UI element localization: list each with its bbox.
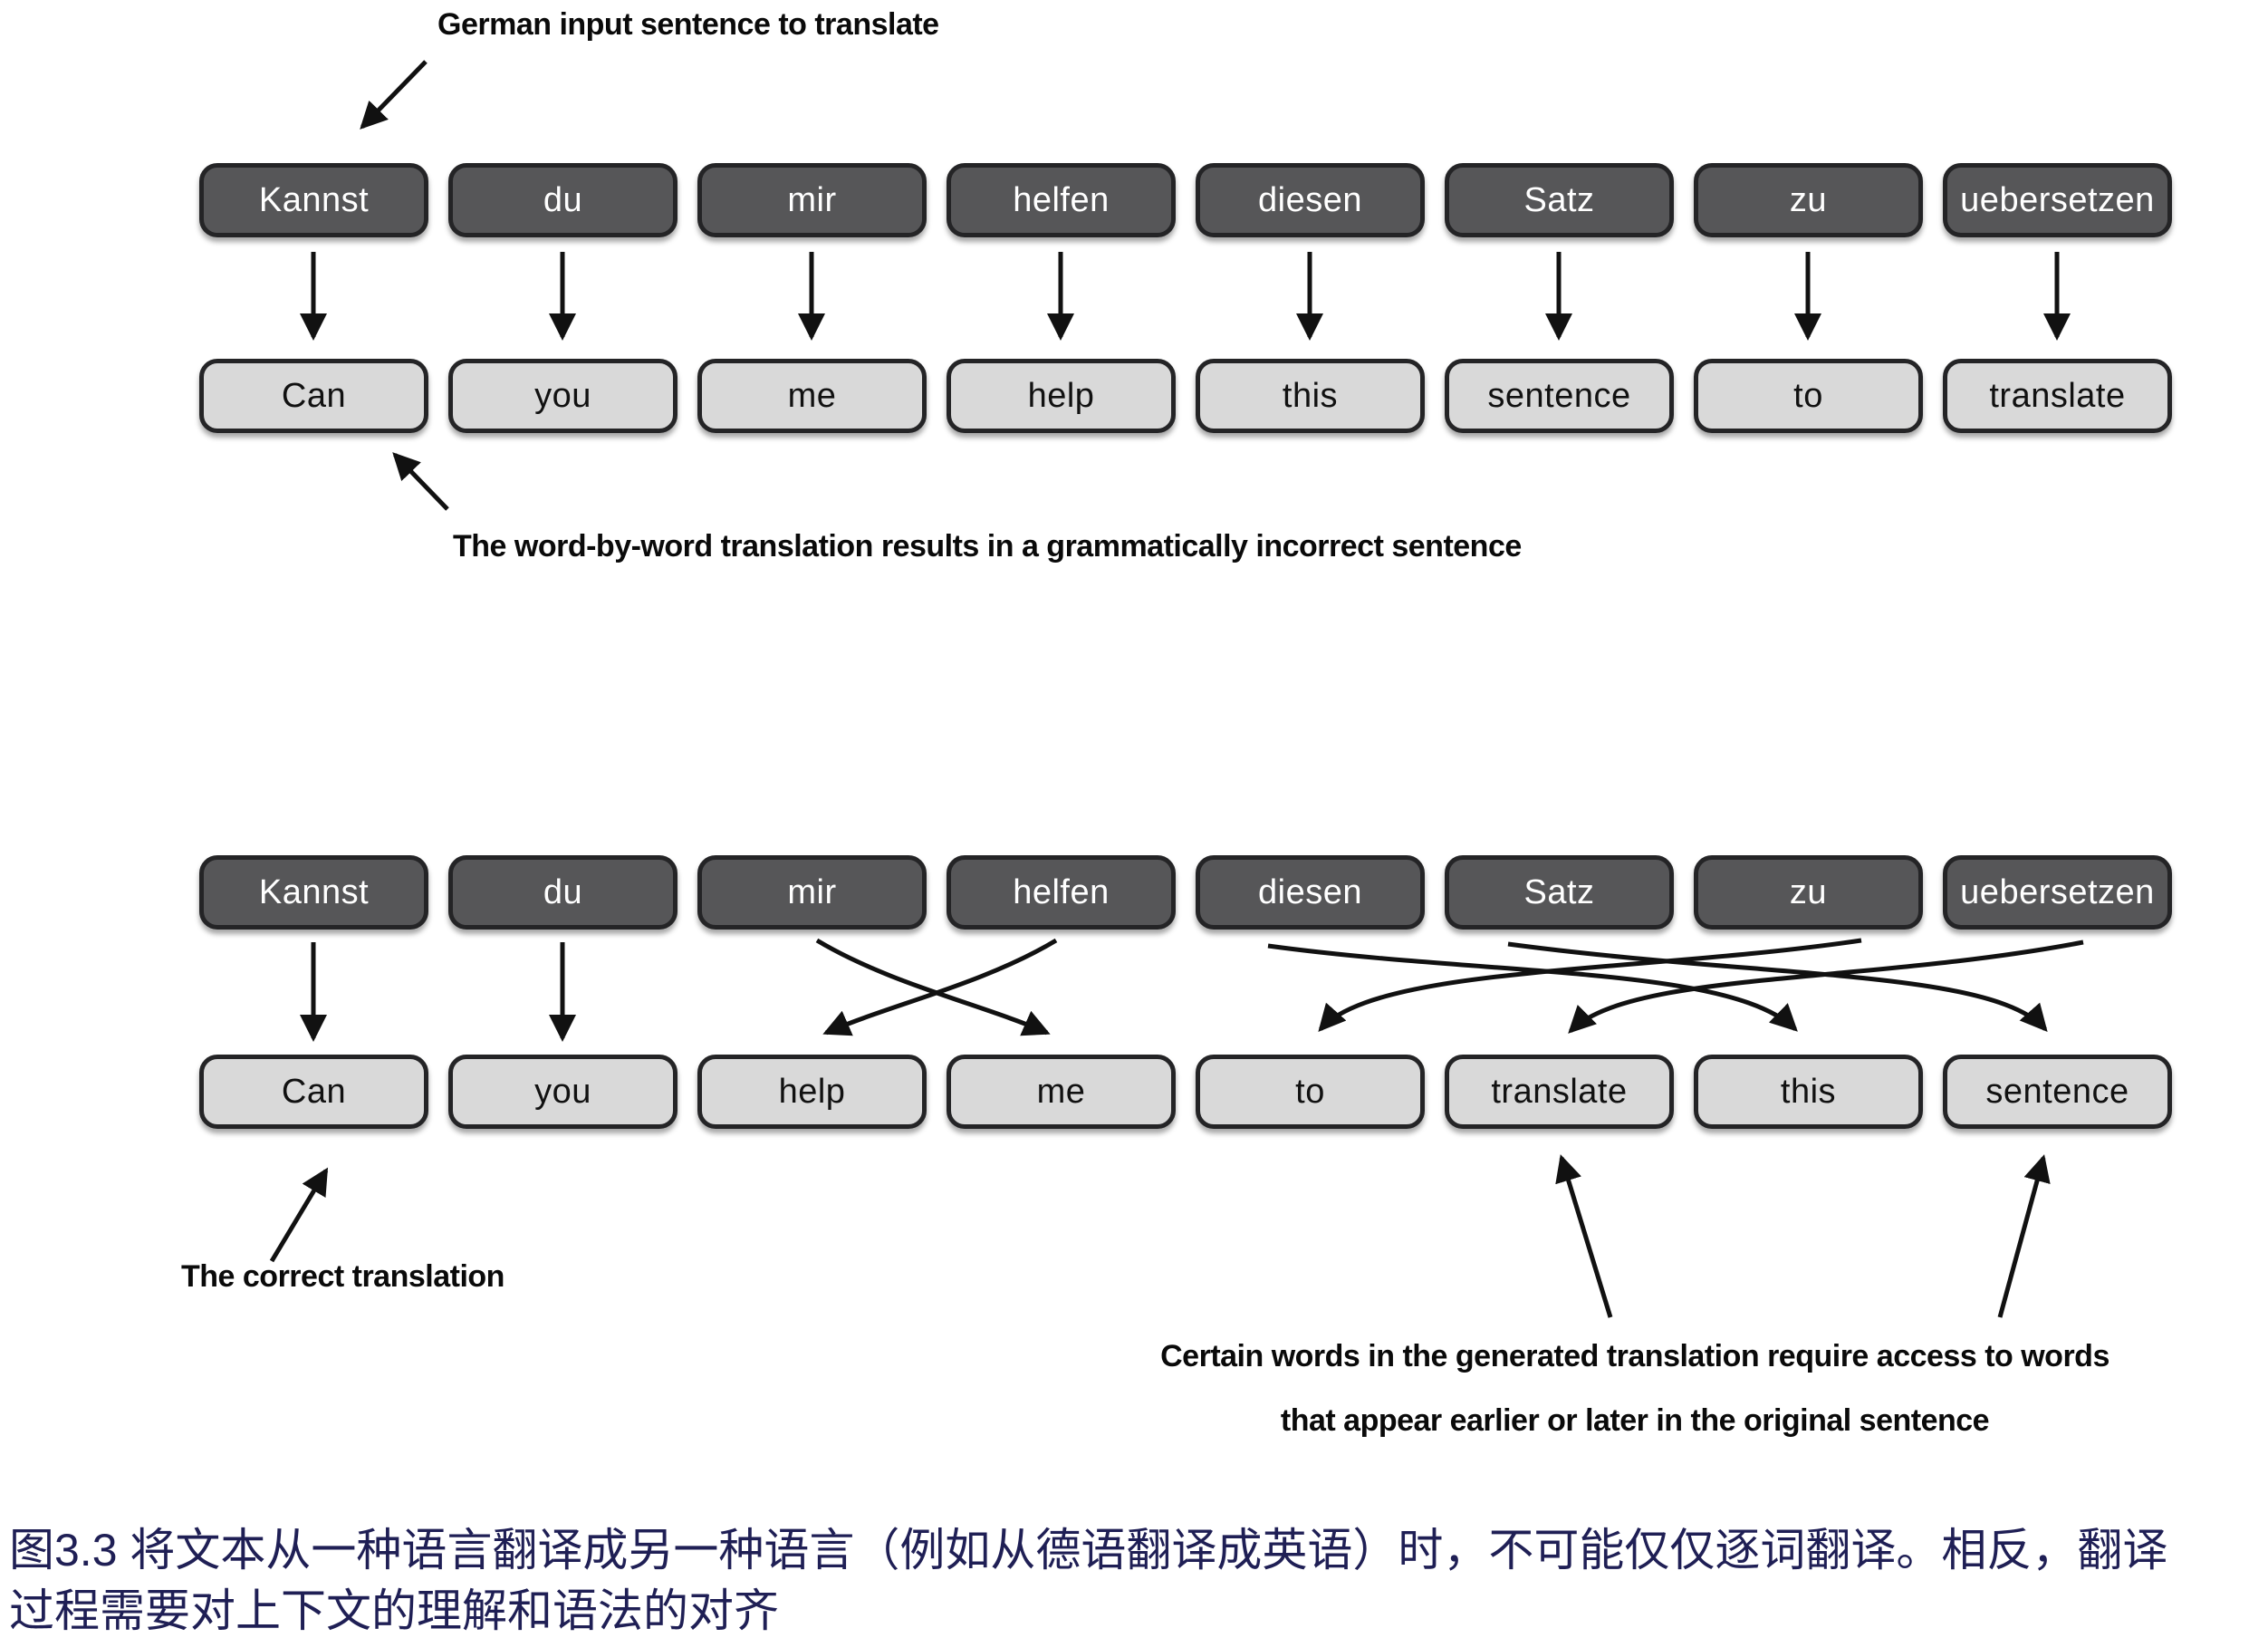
german-word-box: helfen [947, 163, 1176, 237]
german-word-box: mir [697, 855, 927, 930]
arrow-correct-diesen-this [1267, 943, 1798, 1032]
wordbyword-box: this [1196, 359, 1425, 433]
arrow-german-input-pointer [360, 60, 428, 130]
label-german-input: German input sentence to translate [437, 7, 939, 42]
correct-translation-box: translate [1445, 1055, 1674, 1129]
wordbyword-box: you [448, 359, 678, 433]
correct-translation-box: help [697, 1055, 927, 1129]
wordbyword-box: help [947, 359, 1176, 433]
correct-translation-box: sentence [1943, 1055, 2172, 1129]
figure-caption-line1: 图3.3 将文本从一种语言翻译成另一种语言（例如从德语翻译成英语）时，不可能仅仅… [9, 1525, 2168, 1575]
correct-translation-box: to [1196, 1055, 1425, 1129]
label-word-by-word: The word-by-word translation results in … [453, 529, 1522, 564]
label-context-line2: that appear earlier or later in the orig… [1280, 1403, 1990, 1439]
german-word-box: uebersetzen [1943, 163, 2172, 237]
wordbyword-box: translate [1943, 359, 2172, 433]
correct-translation-box: me [947, 1055, 1176, 1129]
german-word-box: Satz [1445, 855, 1674, 930]
label-correct-translation: The correct translation [181, 1259, 505, 1294]
german-word-box: Kannst [199, 855, 428, 930]
figure-caption-line2: 过程需要对上下文的理解和语法的对齐 [9, 1585, 779, 1636]
arrow-correct-zu-to [1318, 938, 1862, 1032]
german-word-box: zu [1694, 163, 1923, 237]
german-word-box: du [448, 163, 678, 237]
german-word-box: diesen [1196, 855, 1425, 930]
figure-caption: 图3.3 将文本从一种语言翻译成另一种语言（例如从德语翻译成英语）时，不可能仅仅… [9, 1520, 2264, 1638]
arrow-context-pointer-translate [1555, 1154, 1613, 1318]
arrow-correct-translation-pointer [269, 1167, 329, 1263]
german-word-box: mir [697, 163, 927, 237]
arrow-correct-satz-sentence [1507, 941, 2048, 1032]
wordbyword-box: Can [199, 359, 428, 433]
label-context-line1: Certain words in the generated translati… [1160, 1339, 2109, 1373]
arrow-correct-uebersetzen-translate [1568, 939, 2084, 1034]
wordbyword-box: me [697, 359, 927, 433]
german-word-box: diesen [1196, 163, 1425, 237]
german-word-box: helfen [947, 855, 1176, 930]
arrow-correct-mir-me [815, 938, 1051, 1036]
german-word-box: zu [1694, 855, 1923, 930]
wordbyword-box: to [1694, 359, 1923, 433]
german-word-box: du [448, 855, 678, 930]
arrow-correct-helfen-help [822, 938, 1058, 1036]
correct-translation-box: this [1694, 1055, 1923, 1129]
german-word-box: Satz [1445, 163, 1674, 237]
arrow-context-pointer-sentence [1997, 1154, 2051, 1318]
correct-translation-box: Can [199, 1055, 428, 1129]
arrow-word-by-word-pointer [392, 452, 449, 511]
german-word-box: uebersetzen [1943, 855, 2172, 930]
german-word-box: Kannst [199, 163, 428, 237]
label-context-access: Certain words in the generated translati… [1069, 1325, 2201, 1454]
correct-translation-box: you [448, 1055, 678, 1129]
wordbyword-box: sentence [1445, 359, 1674, 433]
